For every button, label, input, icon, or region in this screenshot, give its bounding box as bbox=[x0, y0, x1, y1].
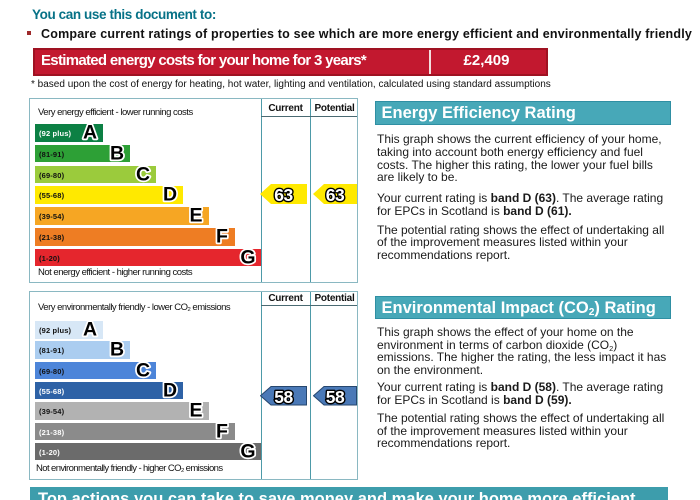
svg-text:B: B bbox=[110, 142, 124, 164]
svg-text:E: E bbox=[189, 400, 202, 422]
svg-text:63: 63 bbox=[326, 185, 345, 204]
svg-text:D: D bbox=[163, 379, 177, 401]
svg-text:F: F bbox=[216, 420, 228, 442]
svg-text:D: D bbox=[163, 184, 177, 206]
svg-text:A: A bbox=[83, 122, 97, 144]
svg-text:G: G bbox=[240, 246, 255, 268]
svg-text:A: A bbox=[83, 319, 97, 341]
svg-text:E: E bbox=[189, 205, 202, 227]
svg-text:58: 58 bbox=[326, 387, 345, 406]
svg-text:63: 63 bbox=[274, 185, 293, 204]
svg-text:58: 58 bbox=[274, 387, 293, 406]
svg-text:B: B bbox=[110, 339, 124, 361]
svg-text:F: F bbox=[216, 226, 228, 248]
svg-text:G: G bbox=[240, 440, 255, 462]
svg-text:C: C bbox=[136, 163, 150, 185]
svg-text:C: C bbox=[136, 359, 150, 381]
